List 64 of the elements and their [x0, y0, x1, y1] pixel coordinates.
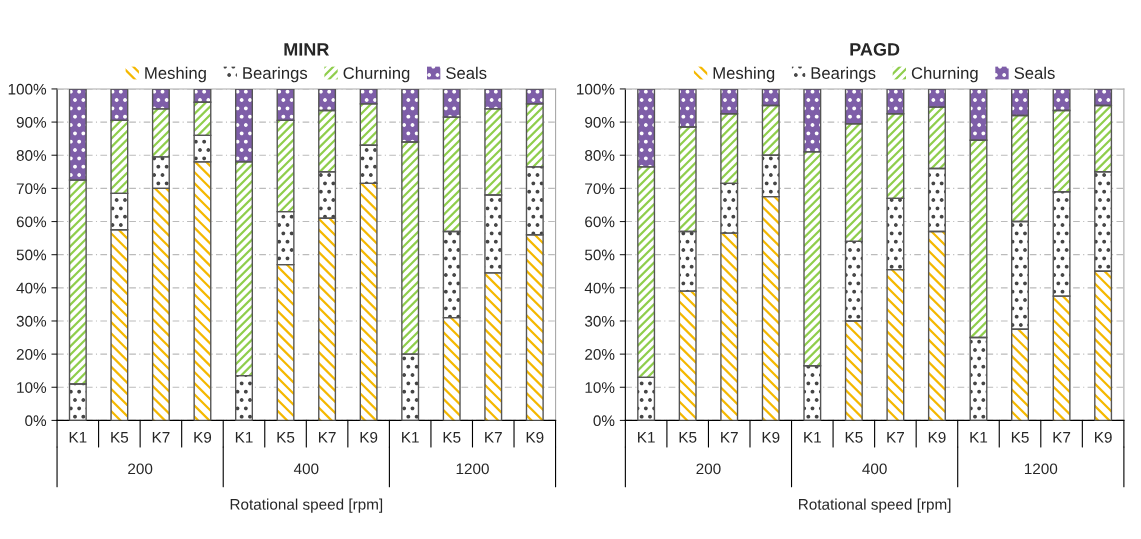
y-tick-label: 100% [8, 83, 47, 95]
y-tick-label: 30% [584, 315, 615, 327]
y-tick-label: 90% [16, 116, 47, 128]
chart-title: MINR [284, 43, 330, 56]
y-tick-label: 90% [585, 116, 615, 128]
y-tick-label: 60% [585, 216, 615, 228]
x-tick-label: K1 [970, 432, 988, 443]
x-tick-label: K5 [443, 432, 461, 443]
x-tick-label: K7 [887, 432, 904, 443]
y-tick-label: 70% [16, 183, 47, 195]
x-tick-label: K9 [360, 431, 378, 443]
legend-label: Seals [1014, 66, 1055, 79]
y-tick-label: 40% [584, 282, 615, 294]
text: 400 [862, 463, 887, 475]
y-tick-label: 80% [16, 150, 47, 161]
y-tick-label: 80% [585, 150, 615, 161]
legend-label: Meshing [713, 66, 775, 83]
x-tick-label: K7 [721, 432, 738, 443]
text: 200 [696, 463, 721, 475]
y-tick-label: 20% [585, 348, 615, 360]
x-tick-label: K9 [928, 431, 946, 443]
y-tick-label: 30% [16, 315, 47, 327]
y-tick-label: 0% [593, 415, 615, 427]
legend-label: Meshing [145, 66, 206, 83]
y-tick-label: 40% [16, 282, 47, 294]
legend-label: Churning [343, 66, 410, 83]
y-tick-label: 20% [16, 348, 47, 360]
y-tick-label: 60% [16, 216, 47, 228]
x-tick-label: K5 [111, 432, 129, 443]
x-tick-label: K9 [1095, 431, 1112, 443]
x-tick-label: K1 [235, 432, 253, 443]
y-tick-label: 10% [17, 382, 47, 393]
x-tick-label: K9 [762, 431, 780, 443]
legend-label: Seals [446, 66, 487, 79]
x-tick-label: K1 [69, 432, 87, 443]
x-tick-label: K7 [485, 432, 502, 443]
y-tick-label: 0% [25, 415, 47, 427]
text: 1200 [1024, 463, 1058, 475]
text: 400 [293, 463, 319, 475]
text: 1200 [456, 463, 489, 475]
y-tick-label: 50% [16, 249, 47, 261]
x-tick-label: K5 [1011, 432, 1029, 443]
y-tick-label: 70% [585, 183, 615, 195]
y-tick-label: 50% [584, 249, 615, 261]
legend-label: Bearings [243, 66, 308, 83]
x-tick-label: K1 [638, 432, 655, 443]
x-tick-label: K9 [526, 431, 544, 443]
x-tick-label: K1 [804, 432, 821, 443]
text: 200 [128, 463, 153, 475]
x-tick-label: K7 [318, 432, 336, 443]
legend-label: Bearings [811, 66, 876, 83]
legend-label: Churning [911, 66, 978, 83]
x-axis-title: Rotational speed [rpm] [799, 498, 951, 513]
y-tick-label: 100% [577, 83, 615, 95]
x-tick-label: K7 [1053, 432, 1071, 443]
x-tick-label: K9 [194, 431, 212, 443]
x-tick-label: K5 [845, 432, 863, 443]
x-tick-label: K5 [679, 432, 697, 443]
x-tick-label: K1 [402, 432, 419, 443]
x-axis-title: Rotational speed [rpm] [230, 498, 383, 513]
y-tick-label: 10% [585, 382, 615, 393]
chart-title: PAGD [850, 42, 900, 56]
x-tick-label: K7 [152, 432, 170, 443]
x-tick-label: K5 [277, 432, 295, 443]
